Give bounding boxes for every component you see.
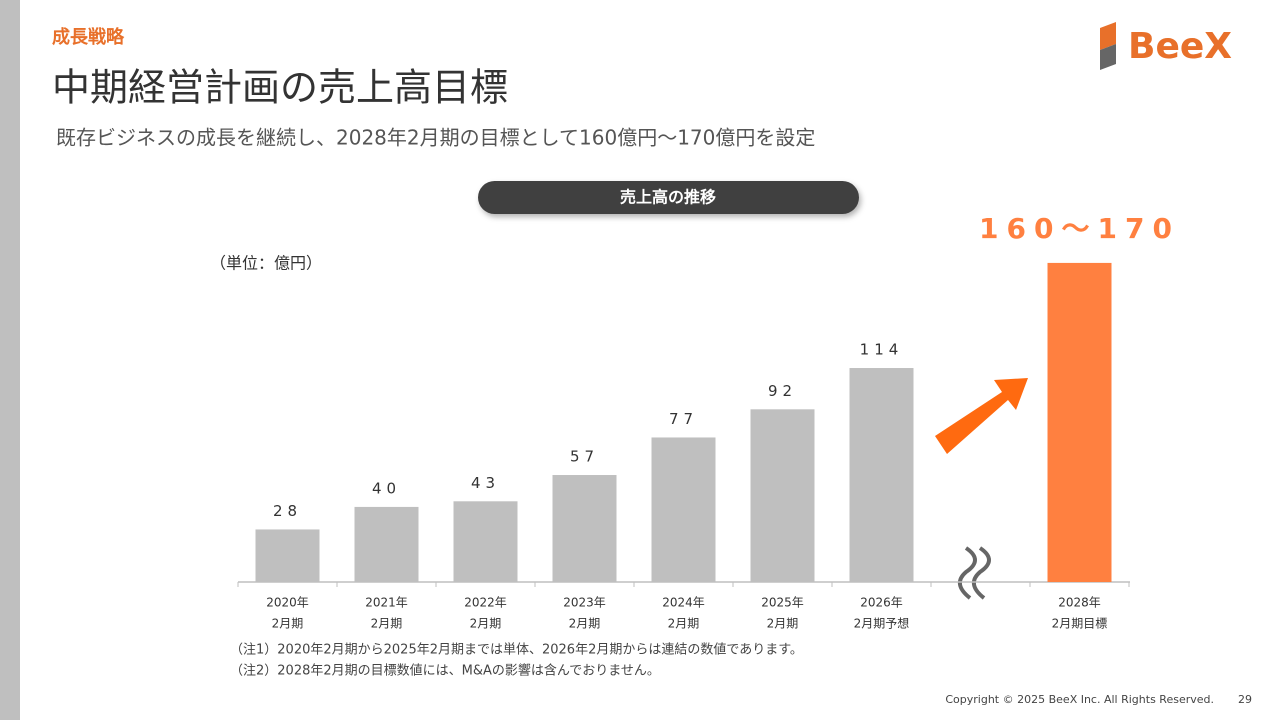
bar — [651, 437, 716, 582]
x-tick-label: 2月期 — [470, 617, 502, 631]
value-label: 57 — [570, 448, 599, 466]
value-label: 114 — [860, 341, 904, 359]
x-tick-label: 2028年 — [1058, 596, 1101, 610]
subtitle: 既存ビジネスの成長を継続し、2028年2月期の目標として160億円～170億円を… — [56, 126, 815, 150]
bar — [354, 506, 419, 582]
x-tick-label: 2月期予想 — [854, 616, 910, 631]
x-tick-label: 2月期 — [569, 617, 601, 631]
bar — [453, 501, 518, 582]
x-tick-label: 2022年 — [464, 596, 507, 610]
value-label: 92 — [768, 382, 797, 400]
slide-title: 中期経営計画の売上高目標 — [52, 66, 508, 110]
growth-arrow — [935, 378, 1028, 454]
value-label: 40 — [372, 479, 401, 497]
value-label: 43 — [471, 474, 500, 492]
section-label: 成長戦略 — [52, 26, 125, 48]
x-tick-label: 2月期 — [767, 617, 799, 631]
x-tick-label: 2026年 — [860, 596, 903, 610]
value-label: 28 — [273, 502, 302, 520]
x-tick-label: 2021年 — [365, 596, 408, 610]
bar — [552, 475, 617, 582]
logo-mark — [1100, 44, 1116, 70]
page-number: 29 — [1238, 693, 1252, 706]
axis-break — [972, 546, 991, 600]
chart: 2020年 2月期 28 2021年 2月期 40 2022年 2月期 43 2023年 2月期 57… — [237, 212, 1180, 631]
chart-title: 売上高の推移 — [620, 188, 716, 207]
x-tick-label: 2月期目標 — [1052, 617, 1108, 631]
axis-break — [958, 546, 977, 600]
x-tick-label: 2023年 — [563, 596, 606, 610]
x-tick-label: 2025年 — [761, 596, 804, 610]
bar — [1047, 262, 1112, 582]
bar — [750, 409, 815, 582]
x-tick-label: 2月期 — [272, 617, 304, 631]
x-tick-label: 2月期 — [668, 617, 700, 631]
chart-header — [478, 181, 859, 214]
note: （注2）2028年2月期の目標数値には、M&Aの影響は含んでおりません。 — [230, 663, 660, 679]
x-tick-label: 2024年 — [662, 596, 705, 610]
value-label: 160～170 — [979, 212, 1180, 245]
copyright: Copyright © 2025 BeeX Inc. All Rights Re… — [945, 693, 1214, 706]
logo-text: BeeX — [1128, 26, 1232, 67]
x-tick-label: 2月期 — [371, 617, 403, 631]
logo-mark — [1100, 22, 1116, 50]
logo: BeeX — [1100, 22, 1232, 70]
side-bar — [0, 0, 20, 720]
unit-label: （単位：億円） — [210, 254, 322, 273]
x-tick-label: 2020年 — [266, 596, 309, 610]
bar — [849, 368, 914, 582]
value-label: 77 — [669, 410, 698, 428]
bar — [255, 529, 320, 582]
note: （注1）2020年2月期から2025年2月期までは単体、2026年2月期からは連… — [230, 642, 803, 658]
